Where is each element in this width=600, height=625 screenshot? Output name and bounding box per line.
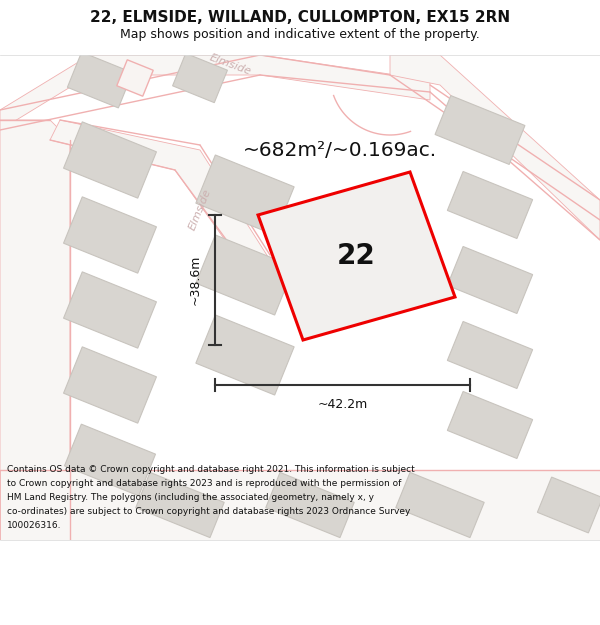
Text: HM Land Registry. The polygons (including the associated geometry, namely x, y: HM Land Registry. The polygons (includin… [7, 493, 374, 502]
Polygon shape [448, 246, 533, 314]
Text: to Crown copyright and database rights 2023 and is reproduced with the permissio: to Crown copyright and database rights 2… [7, 479, 401, 488]
Polygon shape [117, 60, 153, 96]
Polygon shape [196, 155, 294, 235]
Text: Elmside: Elmside [208, 52, 253, 78]
Text: ~682m²/~0.169ac.: ~682m²/~0.169ac. [243, 141, 437, 159]
Text: Map shows position and indicative extent of the property.: Map shows position and indicative extent… [120, 28, 480, 41]
Polygon shape [0, 120, 70, 540]
Polygon shape [435, 96, 525, 164]
Polygon shape [448, 171, 533, 239]
Polygon shape [448, 391, 533, 459]
Text: Elmside: Elmside [187, 188, 213, 232]
Polygon shape [64, 424, 155, 496]
Text: co-ordinates) are subject to Crown copyright and database rights 2023 Ordnance S: co-ordinates) are subject to Crown copyr… [7, 507, 410, 516]
Polygon shape [64, 347, 157, 423]
Text: 22: 22 [337, 242, 376, 270]
Text: ~38.6m: ~38.6m [188, 255, 202, 305]
Polygon shape [173, 53, 227, 102]
Polygon shape [196, 235, 294, 315]
Polygon shape [0, 470, 600, 540]
Polygon shape [136, 472, 224, 538]
Text: 22, ELMSIDE, WILLAND, CULLOMPTON, EX15 2RN: 22, ELMSIDE, WILLAND, CULLOMPTON, EX15 2… [90, 10, 510, 25]
Polygon shape [0, 55, 430, 130]
Polygon shape [64, 197, 157, 273]
Polygon shape [67, 52, 133, 108]
Polygon shape [390, 55, 600, 240]
Polygon shape [50, 120, 270, 275]
Text: ~42.2m: ~42.2m [317, 399, 368, 411]
Polygon shape [64, 272, 157, 348]
Text: Contains OS data © Crown copyright and database right 2021. This information is : Contains OS data © Crown copyright and d… [7, 465, 415, 474]
Polygon shape [196, 315, 294, 395]
Polygon shape [396, 472, 484, 538]
Polygon shape [64, 122, 157, 198]
Polygon shape [448, 321, 533, 389]
Text: 100026316.: 100026316. [7, 521, 62, 530]
Polygon shape [266, 472, 354, 538]
Polygon shape [258, 172, 455, 340]
Polygon shape [538, 477, 600, 533]
